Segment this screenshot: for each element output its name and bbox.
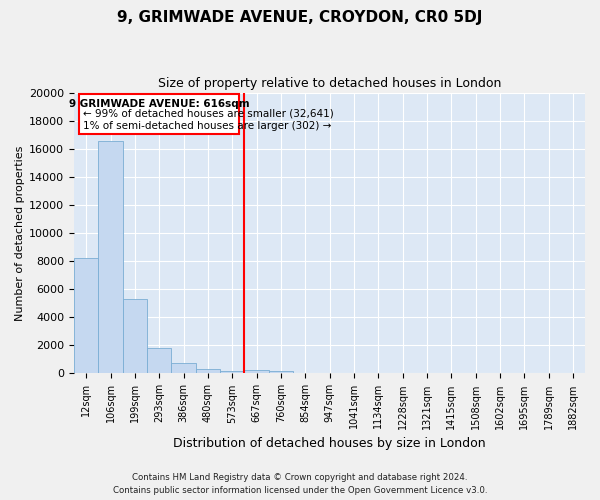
Bar: [147, 348, 172, 374]
Bar: [244, 370, 269, 374]
Bar: [172, 363, 196, 374]
Bar: [220, 370, 244, 374]
Text: 9 GRIMWADE AVENUE: 616sqm: 9 GRIMWADE AVENUE: 616sqm: [69, 98, 250, 108]
Bar: [74, 258, 98, 374]
Bar: [98, 140, 122, 374]
Bar: [122, 299, 147, 374]
X-axis label: Distribution of detached houses by size in London: Distribution of detached houses by size …: [173, 437, 486, 450]
Text: Contains HM Land Registry data © Crown copyright and database right 2024.
Contai: Contains HM Land Registry data © Crown c…: [113, 473, 487, 495]
Bar: [293, 372, 317, 374]
Bar: [269, 370, 293, 374]
Y-axis label: Number of detached properties: Number of detached properties: [15, 146, 25, 321]
Title: Size of property relative to detached houses in London: Size of property relative to detached ho…: [158, 78, 501, 90]
Text: 9, GRIMWADE AVENUE, CROYDON, CR0 5DJ: 9, GRIMWADE AVENUE, CROYDON, CR0 5DJ: [118, 10, 482, 25]
Text: ← 99% of detached houses are smaller (32,641): ← 99% of detached houses are smaller (32…: [83, 108, 333, 118]
Bar: [196, 368, 220, 374]
Text: 1% of semi-detached houses are larger (302) →: 1% of semi-detached houses are larger (3…: [83, 121, 331, 131]
Bar: [79, 94, 239, 134]
